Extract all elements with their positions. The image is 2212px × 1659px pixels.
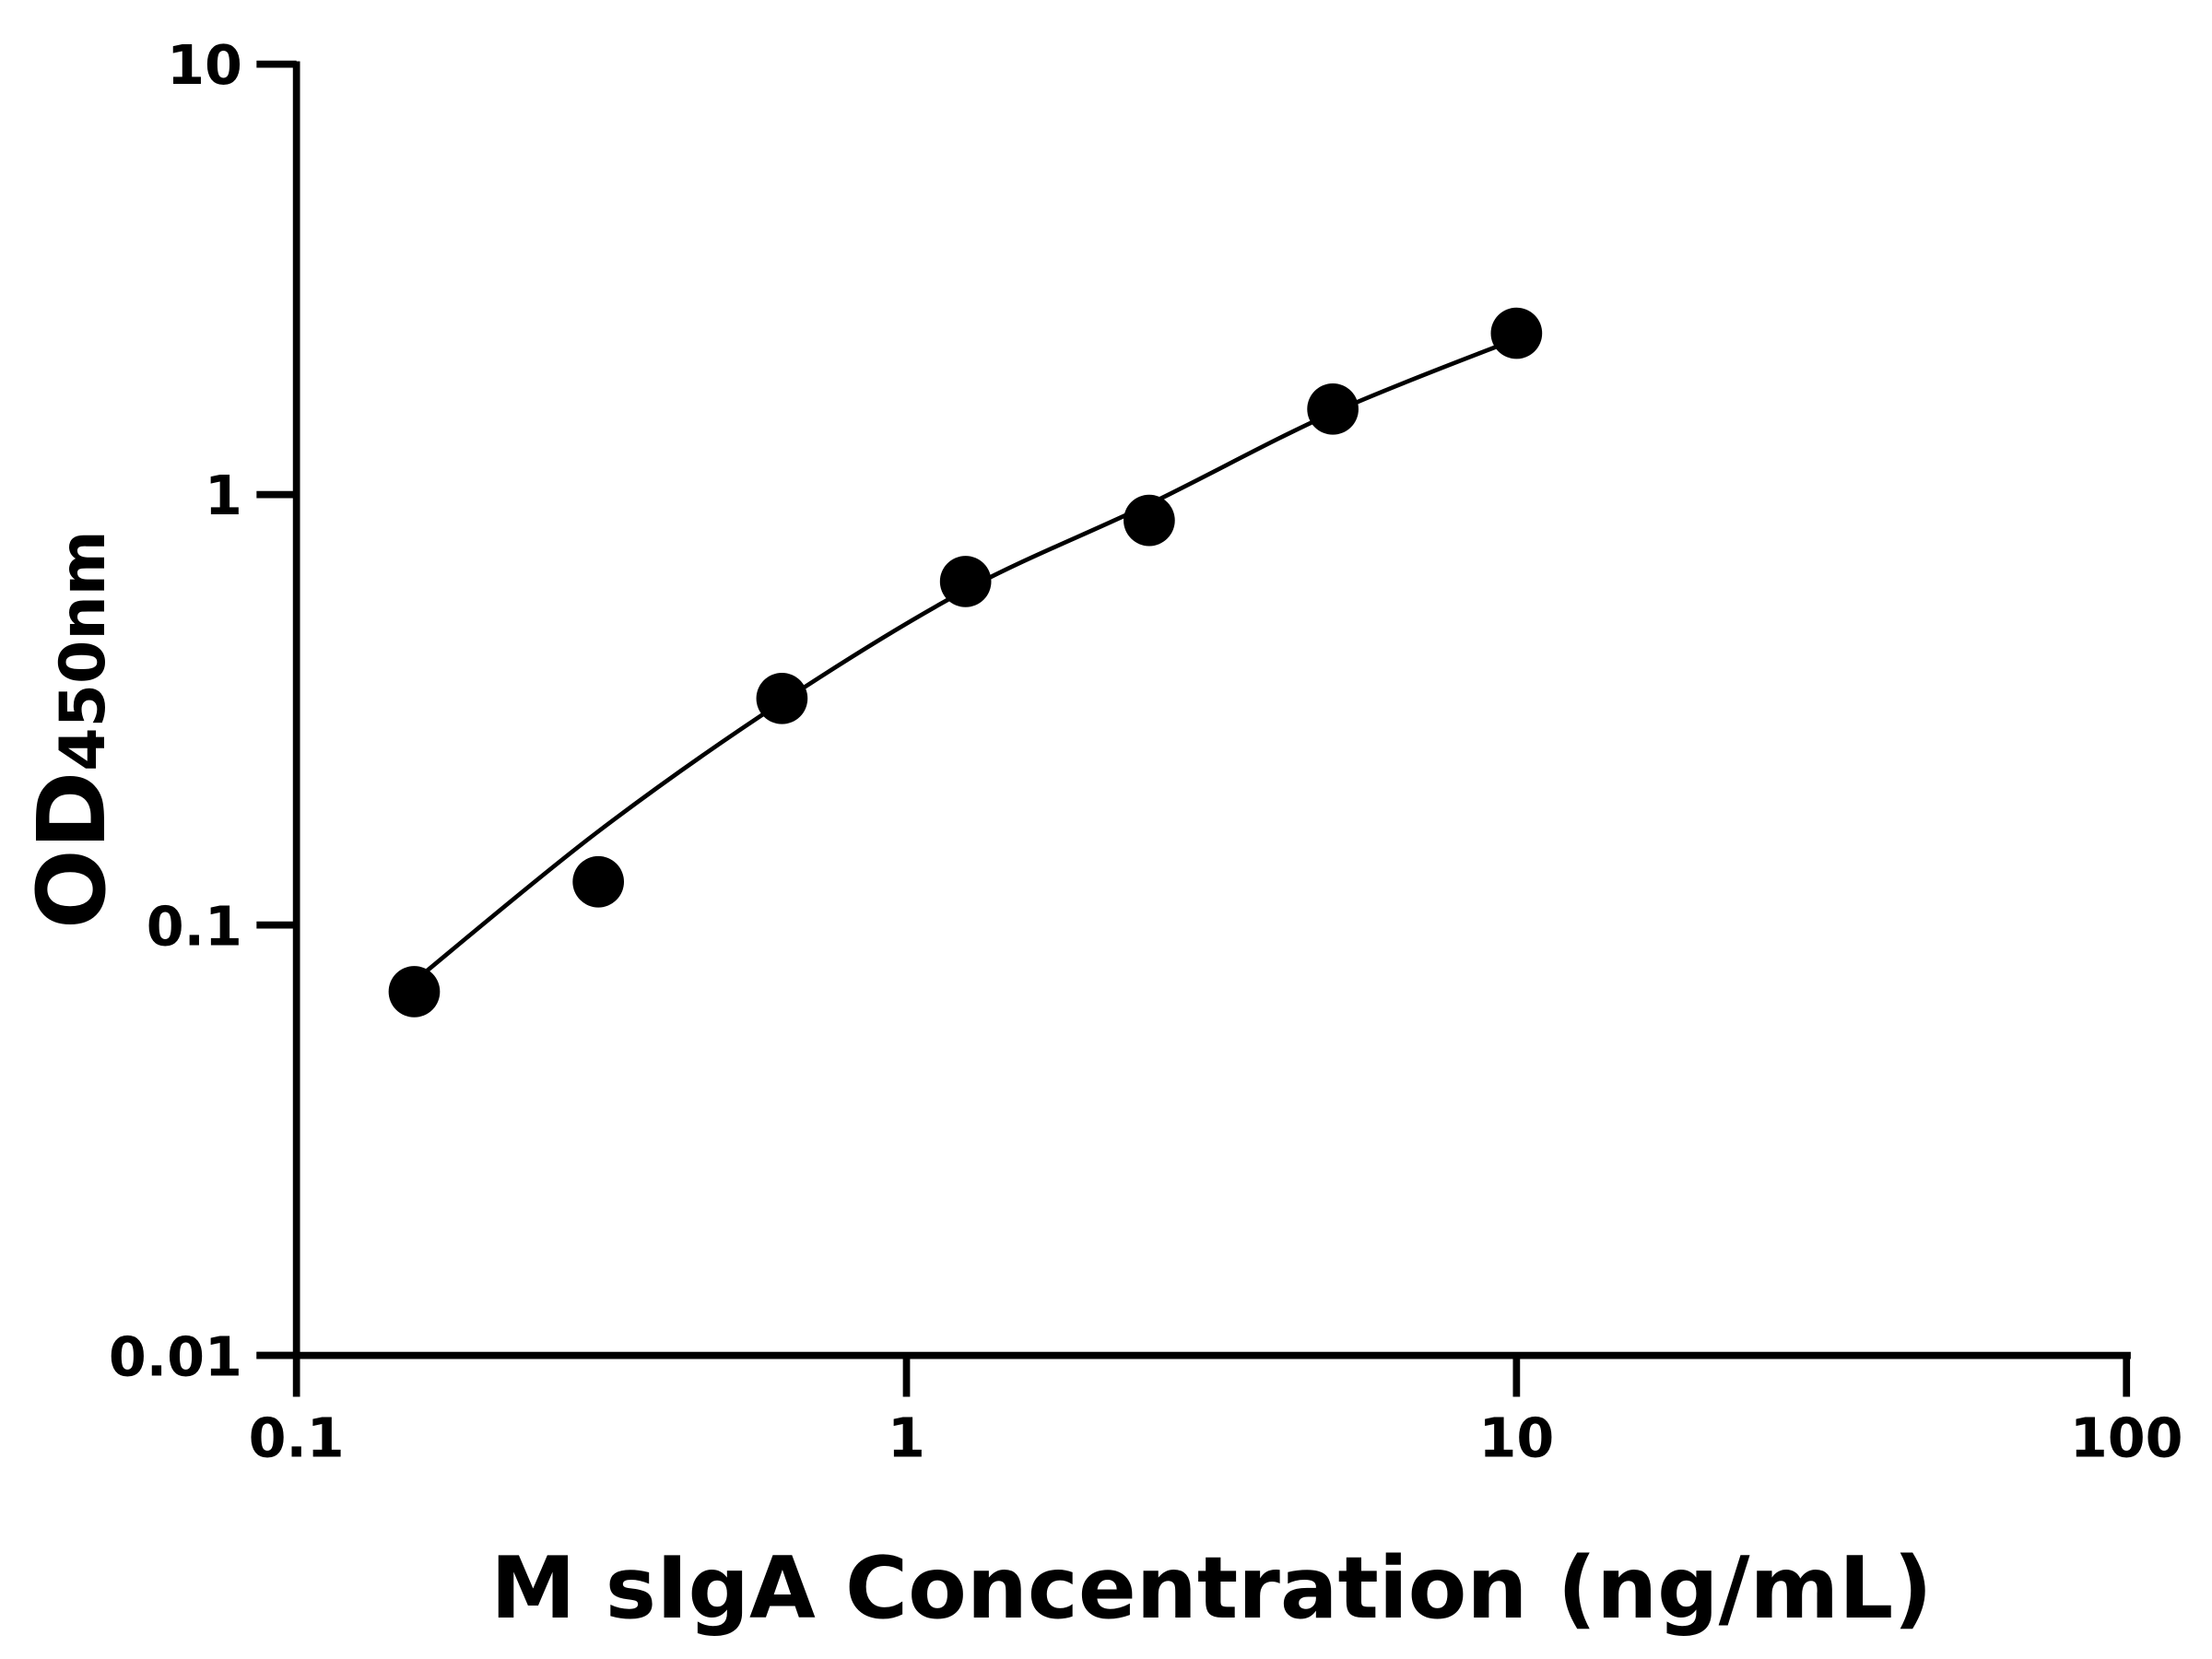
x-tick-label: 10 xyxy=(1478,1406,1554,1469)
x-tick-label: 100 xyxy=(2070,1406,2183,1469)
data-point xyxy=(1124,494,1175,547)
data-point xyxy=(572,855,625,908)
y-tick-label: 1 xyxy=(205,464,242,527)
y-axis-label: OD450nm xyxy=(18,530,127,929)
data-point xyxy=(1490,307,1543,359)
data-point xyxy=(1307,382,1359,435)
x-axis-label: M sIgA Concentration (ng/mL) xyxy=(490,1538,1932,1638)
y-axis-label-subscript: 450nm xyxy=(47,530,120,771)
y-tick-label: 10 xyxy=(167,33,242,97)
data-point xyxy=(939,556,992,607)
y-tick-label: 0.01 xyxy=(109,1324,242,1388)
y-tick-label: 0.1 xyxy=(147,894,242,958)
axes xyxy=(256,61,2131,1359)
data-point xyxy=(388,966,441,1018)
data-point xyxy=(756,672,808,724)
x-tick-label: 1 xyxy=(888,1406,925,1469)
x-tick-label: 0.1 xyxy=(249,1406,345,1469)
